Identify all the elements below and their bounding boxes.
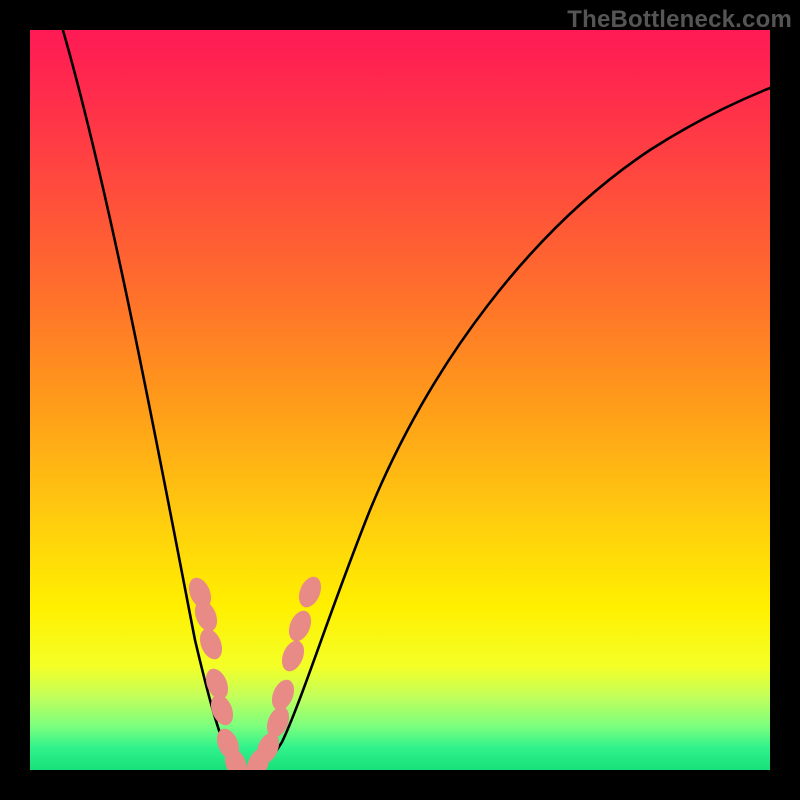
plot-area — [30, 30, 770, 770]
watermark-text: TheBottleneck.com — [567, 6, 792, 34]
gradient-background — [30, 30, 770, 770]
outer-frame: TheBottleneck.com — [0, 0, 800, 800]
chart-svg — [30, 30, 770, 770]
